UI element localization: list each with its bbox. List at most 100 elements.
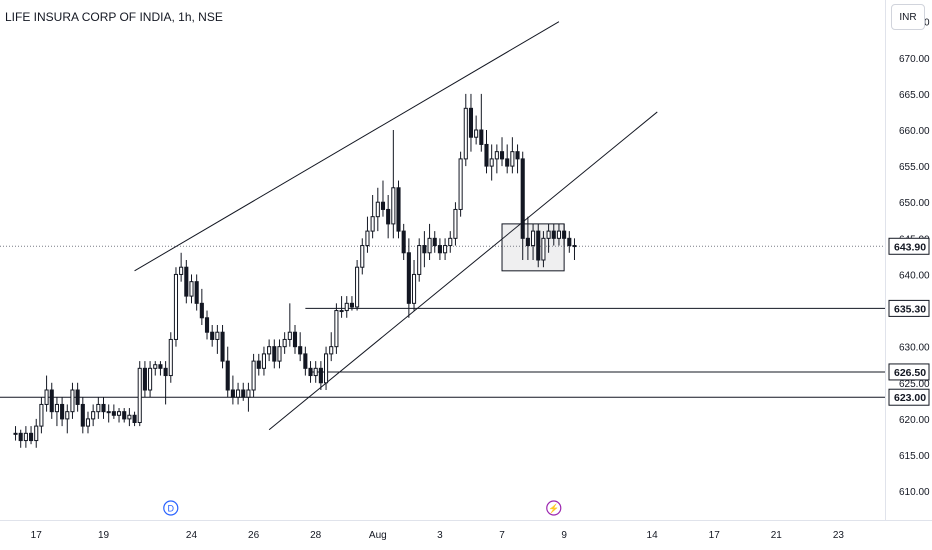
candle-body [468,107,474,138]
candle-body [236,389,241,398]
candle-body [80,403,85,427]
candle-body [510,151,515,167]
earnings-marker[interactable]: ⚡ [546,500,562,516]
candle [80,397,85,434]
candle [344,296,349,318]
candle-body [515,151,520,160]
candle [158,361,163,376]
candle [360,238,365,275]
level-price-label-text: 635.30 [894,303,926,315]
candle [142,361,147,398]
candle-body [168,338,173,377]
candle-body [370,216,375,232]
candle-body [277,346,282,362]
candle-body [474,129,479,138]
candle-body [303,353,308,369]
dividend-marker[interactable]: D [163,500,179,516]
y-tick-label: 665.00 [899,90,930,101]
candle [85,411,91,434]
candle [318,361,323,390]
candle [168,332,173,383]
candle [298,332,303,362]
candle-body [272,346,277,362]
candle [292,325,298,354]
candle [525,216,530,260]
candle-body [531,230,536,247]
candle-body [365,230,370,247]
candle [49,382,54,419]
candle [230,375,235,405]
candle-body [355,266,360,308]
candle [391,130,396,239]
candle [54,397,59,427]
level-price-label: 626.50 [888,363,930,381]
level-price-label-text: 623.00 [894,392,926,404]
candle [505,144,510,174]
candle [65,404,70,434]
candle [210,325,215,347]
candle [406,238,411,318]
level-price-label-box [888,388,930,406]
candle [396,180,401,239]
candle-body [75,389,80,405]
candle-body [375,201,380,218]
last-price-label: 643.90 [888,237,930,255]
x-tick-label: 24 [186,530,198,541]
candle [355,260,360,311]
candle [122,408,127,423]
lower-channel-line [268,111,658,431]
candle-body [23,432,28,442]
candle-body [158,364,163,369]
candle-body [54,403,59,413]
candle-body [220,331,225,362]
candle-body [101,403,106,413]
level-price-label-text: 626.50 [894,367,926,379]
candle [386,195,391,239]
candle-body [489,158,494,167]
candle [437,238,442,260]
x-tick-label: 28 [310,530,322,541]
candle [44,375,49,412]
candle [432,231,437,253]
candle [380,180,386,217]
x-tick-label: 21 [771,530,783,541]
candle-body [329,346,334,355]
candle-body [401,230,406,254]
candle [153,361,158,376]
candle [18,429,23,448]
candle [96,397,101,419]
candle-body [251,360,256,391]
candle [453,202,458,246]
y-tick-label: 640.00 [899,270,930,281]
candle-body [210,331,215,340]
y-tick-label: 610.00 [899,487,930,498]
last-price-label-box [888,237,930,255]
candle [417,238,422,282]
candle-body [111,411,116,416]
candle-body [505,158,510,167]
candle-body [334,310,339,348]
candle-body [308,367,313,377]
candle-body [142,367,147,391]
candle-body [241,389,246,398]
currency-button[interactable]: INR [891,4,925,30]
candle [91,404,96,427]
candle [277,339,282,369]
candle [411,260,417,311]
candle-body [391,187,396,225]
candle [479,93,484,152]
candle-body [34,425,39,442]
candle [116,408,122,423]
candle-body [422,245,427,254]
candle-body [49,389,54,413]
chart-title: LIFE INSURA CORP OF INDIA, 1h, NSE [5,10,223,24]
candle-body [349,302,354,308]
candle-body [525,237,530,247]
candle-body [411,273,417,304]
candle [572,238,577,260]
candle-body [282,338,287,348]
candle-body [267,346,272,355]
candle [132,411,137,427]
